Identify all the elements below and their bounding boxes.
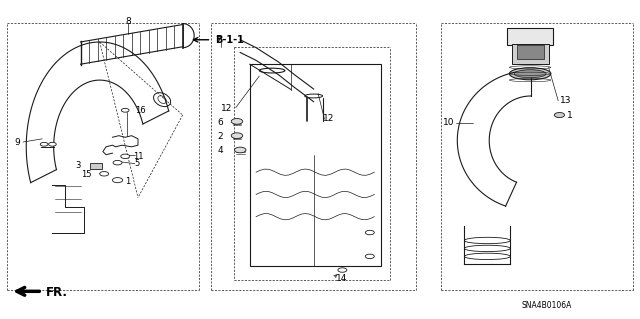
Text: 13: 13 bbox=[559, 96, 571, 105]
Circle shape bbox=[122, 108, 129, 112]
Circle shape bbox=[113, 160, 122, 165]
Text: 1: 1 bbox=[567, 111, 573, 120]
Ellipse shape bbox=[509, 68, 551, 80]
Ellipse shape bbox=[514, 70, 546, 78]
Text: 4: 4 bbox=[218, 146, 223, 155]
Text: 2: 2 bbox=[218, 132, 223, 141]
Text: 12: 12 bbox=[221, 104, 232, 113]
Circle shape bbox=[365, 230, 374, 235]
Circle shape bbox=[231, 133, 243, 138]
Text: 16: 16 bbox=[135, 106, 145, 115]
Text: 14: 14 bbox=[336, 274, 348, 283]
Text: SNA4B0106A: SNA4B0106A bbox=[521, 301, 572, 310]
Text: 5: 5 bbox=[135, 159, 140, 168]
Circle shape bbox=[365, 254, 374, 259]
Bar bbox=[90, 163, 102, 169]
Text: B-1-1: B-1-1 bbox=[214, 35, 243, 45]
Circle shape bbox=[231, 119, 243, 124]
Text: 6: 6 bbox=[217, 118, 223, 128]
Circle shape bbox=[121, 154, 130, 159]
Text: FR.: FR. bbox=[45, 286, 67, 299]
Circle shape bbox=[40, 142, 48, 146]
Circle shape bbox=[234, 147, 246, 153]
Text: 10: 10 bbox=[444, 118, 455, 128]
Text: 3: 3 bbox=[75, 161, 81, 170]
Bar bbox=[516, 45, 543, 59]
Circle shape bbox=[113, 178, 123, 183]
Circle shape bbox=[100, 172, 109, 176]
Text: 1: 1 bbox=[125, 177, 131, 186]
Text: 7: 7 bbox=[215, 36, 221, 45]
Text: 11: 11 bbox=[134, 152, 144, 161]
Bar bbox=[250, 64, 381, 266]
Text: 9: 9 bbox=[15, 137, 20, 146]
Text: 15: 15 bbox=[81, 170, 92, 179]
Bar bbox=[507, 28, 553, 45]
Bar bbox=[511, 44, 548, 64]
Circle shape bbox=[338, 268, 347, 272]
Text: 8: 8 bbox=[125, 17, 131, 26]
Circle shape bbox=[554, 113, 564, 118]
Text: 12: 12 bbox=[323, 114, 335, 123]
Circle shape bbox=[49, 142, 56, 146]
